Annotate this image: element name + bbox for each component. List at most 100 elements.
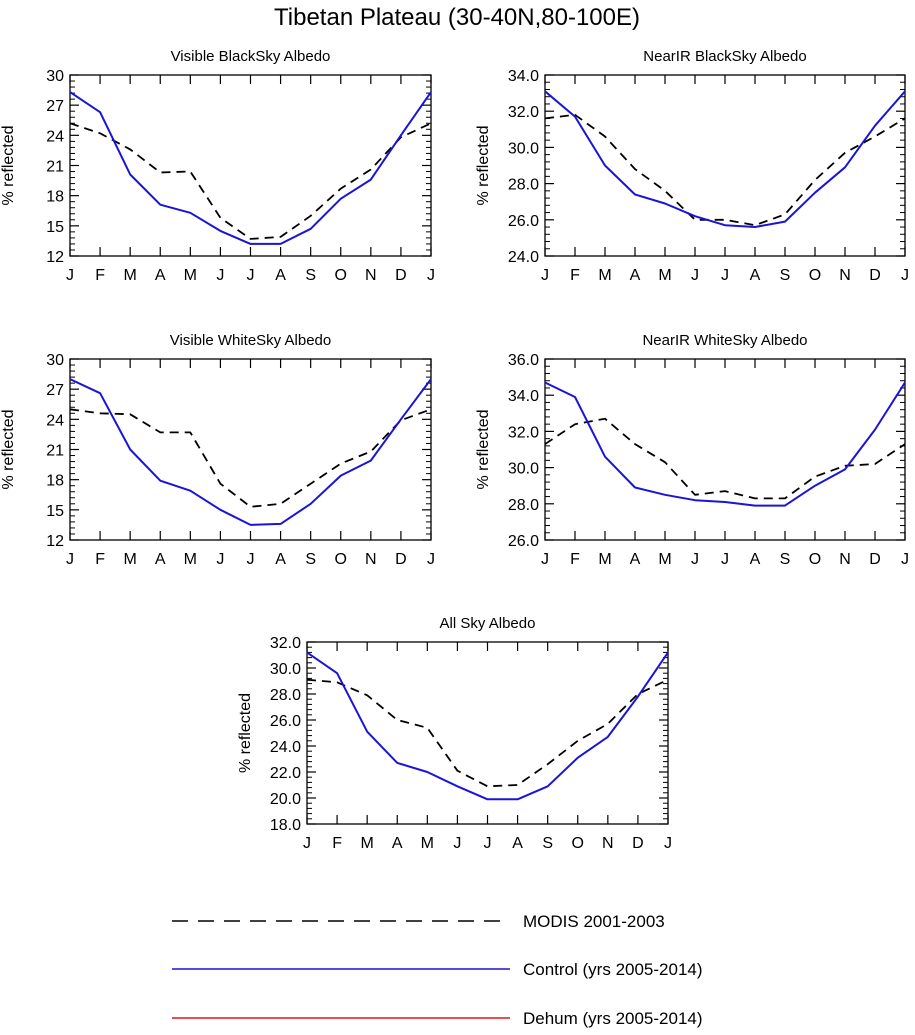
y-tick-label: 18.0 [270,817,301,834]
x-tick-label: M [658,267,671,284]
series-line-modis [69,408,432,508]
y-tick-label: 32.0 [508,104,539,121]
y-tick-label: 30.0 [508,461,539,478]
x-tick-label: J [901,267,909,284]
y-tick-label: 18 [46,473,64,490]
y-tick-label: 18 [46,189,64,206]
x-tick-label: J [216,267,224,284]
series-line-modis [544,113,906,227]
x-tick-label: J [484,835,492,852]
series-line-modis [544,417,906,500]
x-tick-label: O [809,551,821,568]
x-tick-label: A [275,551,286,568]
y-tick-label: 24 [46,128,64,145]
y-tick-label: 30.0 [270,661,301,678]
y-tick-label: 15 [46,503,64,520]
x-tick-label: M [598,551,611,568]
legend: MODIS 2001-2003 Control (yrs 2005-2014) … [172,912,703,1028]
x-tick-label: O [572,835,584,852]
panel-nearir-blacksky-albedo: NearIR BlackSky Albedo % reflected 24.0 26.… [475,48,909,284]
x-tick-label: J [247,267,255,284]
panel-visible-blacksky-albedo: Visible BlackSky Albedo % reflected 12 15 18… [0,48,435,284]
y-axis-label: % reflected [0,125,17,205]
series-line-control [306,651,669,801]
x-tick-label: M [361,835,374,852]
y-tick-label: 24.0 [508,249,539,266]
y-tick-label: 34.0 [508,68,539,85]
y-tick-label: 26.0 [508,533,539,550]
x-tick-label: J [721,551,729,568]
x-tick-label: J [664,835,672,852]
panel-all-sky-albedo: All Sky Albedo % reflected 18.0 20.0 22.0 24.… [237,615,672,852]
x-tick-label: J [247,551,255,568]
y-tick-label: 26.0 [508,213,539,230]
x-tick-label: O [809,267,821,284]
series-line-control [544,381,906,507]
y-tick-label: 24.0 [270,739,301,756]
x-tick-label: J [66,551,74,568]
x-tick-label: S [305,267,316,284]
x-tick-label: D [632,835,644,852]
figure-title: Tibetan Plateau (30-40N,80-100E) [274,4,640,31]
panel-title: NearIR BlackSky Albedo [643,48,806,65]
y-tick-label: 34.0 [508,388,539,405]
y-tick-label: 22.0 [270,765,301,782]
series-line-control [69,378,432,526]
x-tick-label: M [184,267,197,284]
y-tick-label: 32.0 [508,424,539,441]
x-tick-label: N [365,267,377,284]
panel-nearir-whitesky-albedo: NearIR WhiteSky Albedo % reflected 26.0 28.… [475,332,909,568]
legend-label-control: Control (yrs 2005-2014) [523,960,703,979]
y-axis-label: % reflected [237,693,254,773]
y-tick-label: 26.0 [270,713,301,730]
series-line-control [544,90,906,228]
x-tick-label: M [184,551,197,568]
x-tick-label: J [303,835,311,852]
x-tick-label: J [691,551,699,568]
plot-frame [544,358,906,541]
x-tick-label: J [721,267,729,284]
x-tick-label: M [658,551,671,568]
x-tick-label: F [95,267,105,284]
y-tick-label: 27 [46,98,64,115]
y-tick-label: 21 [46,159,64,176]
x-tick-label: N [602,835,614,852]
y-axis-label: % reflected [0,409,17,489]
x-tick-label: A [155,551,166,568]
x-tick-label: D [395,267,407,284]
x-tick-label: M [124,267,137,284]
x-tick-label: J [427,267,435,284]
y-tick-label: 28.0 [508,177,539,194]
series-line-control [69,91,432,245]
x-tick-label: J [66,267,74,284]
panel-title: All Sky Albedo [440,615,536,632]
y-tick-label: 20.0 [270,791,301,808]
x-tick-label: F [570,267,580,284]
y-tick-label: 28.0 [508,497,539,514]
y-tick-label: 12 [46,533,64,550]
series-line-modis [306,678,669,788]
x-tick-label: A [630,267,641,284]
x-tick-label: J [541,551,549,568]
x-tick-label: M [598,267,611,284]
legend-label-modis: MODIS 2001-2003 [523,912,665,931]
y-tick-label: 30 [46,68,64,85]
panel-visible-whitesky-albedo: Visible WhiteSky Albedo % reflected 12 15 18… [0,332,435,568]
x-tick-label: A [750,551,761,568]
x-tick-label: S [780,267,791,284]
x-tick-label: A [392,835,403,852]
x-tick-label: J [427,551,435,568]
series-line-modis [69,122,432,240]
x-tick-label: J [901,551,909,568]
x-tick-label: D [869,551,881,568]
x-tick-label: O [335,267,347,284]
x-tick-label: J [541,267,549,284]
x-tick-label: S [305,551,316,568]
x-tick-label: D [869,267,881,284]
panel-title: NearIR WhiteSky Albedo [642,332,807,349]
y-axis-label: % reflected [475,409,492,489]
x-tick-label: F [332,835,342,852]
plot-frame [544,74,906,257]
